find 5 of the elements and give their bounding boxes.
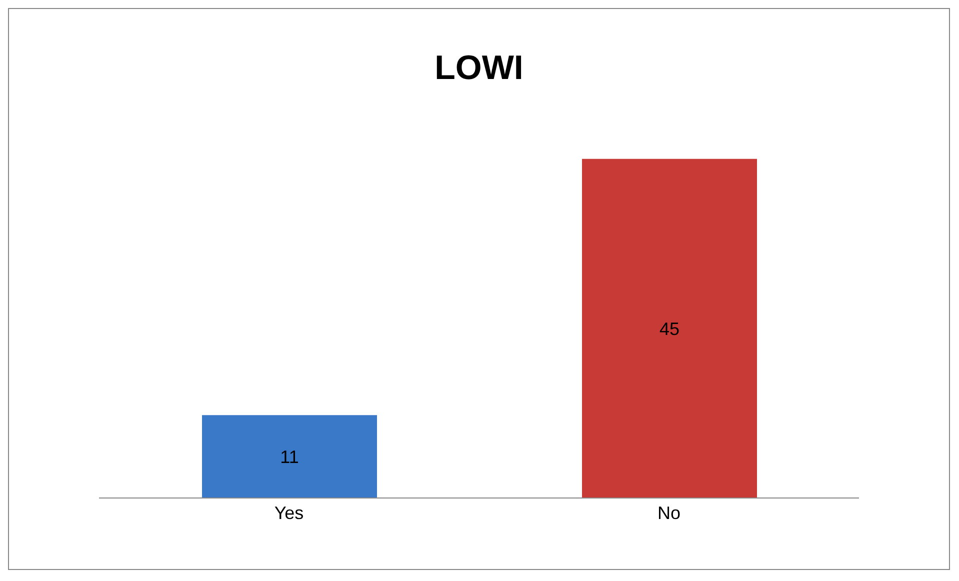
data-label: 11 <box>280 446 299 467</box>
chart-title: LOWI <box>434 49 524 88</box>
x-tick-label: No <box>657 502 681 523</box>
x-tick-label: Yes <box>274 502 304 523</box>
data-label: 45 <box>659 318 680 339</box>
